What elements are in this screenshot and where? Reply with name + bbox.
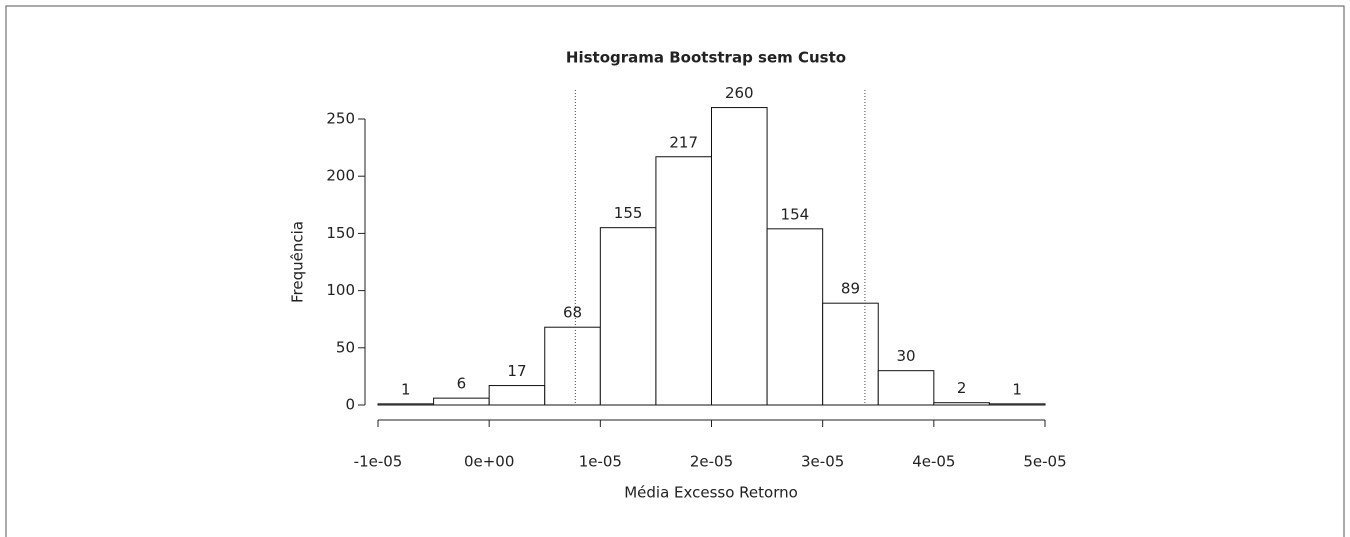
value-label: 17 — [507, 362, 526, 380]
value-label: 6 — [457, 375, 467, 393]
y-axis-label: Frequência — [289, 221, 307, 303]
bar — [377, 403, 435, 406]
y-tick-label: 50 — [336, 338, 355, 356]
bar — [599, 227, 657, 406]
bar — [711, 107, 768, 406]
x-tick-label: 1e-05 — [579, 453, 622, 471]
value-label: 154 — [781, 205, 810, 223]
x-tick-label: 2e-05 — [690, 453, 733, 471]
value-label: 2 — [957, 379, 967, 397]
bar — [488, 385, 546, 406]
bar — [933, 402, 990, 406]
value-label: 89 — [841, 280, 860, 298]
frame — [5, 5, 1345, 537]
y-tick-label: 150 — [326, 224, 355, 242]
y-tick-label: 100 — [326, 281, 355, 299]
x-tick-label: 0e+00 — [464, 453, 514, 471]
value-label: 217 — [669, 133, 698, 151]
value-label: 30 — [896, 347, 915, 365]
chart-title: Histograma Bootstrap sem Custo — [566, 49, 846, 67]
bar — [877, 370, 935, 406]
x-tick-label: -1e-05 — [354, 453, 403, 471]
y-tick-label: 250 — [326, 110, 355, 128]
value-label: 260 — [725, 84, 754, 102]
bar — [655, 156, 713, 406]
bar — [822, 302, 879, 406]
y-tick-label: 200 — [326, 167, 355, 185]
x-tick-label: 3e-05 — [801, 453, 844, 471]
value-label: 1 — [1012, 380, 1022, 398]
value-label: 155 — [614, 204, 643, 222]
bar — [766, 228, 824, 406]
value-label: 68 — [563, 304, 582, 322]
x-axis-label: Média Excesso Retorno — [624, 484, 798, 502]
bar — [988, 403, 1046, 406]
bar — [544, 326, 601, 406]
value-label: 1 — [401, 380, 411, 398]
bar — [433, 397, 490, 406]
y-tick-label: 0 — [345, 396, 355, 414]
x-tick-label: 4e-05 — [912, 453, 955, 471]
x-tick-label: 5e-05 — [1023, 453, 1066, 471]
